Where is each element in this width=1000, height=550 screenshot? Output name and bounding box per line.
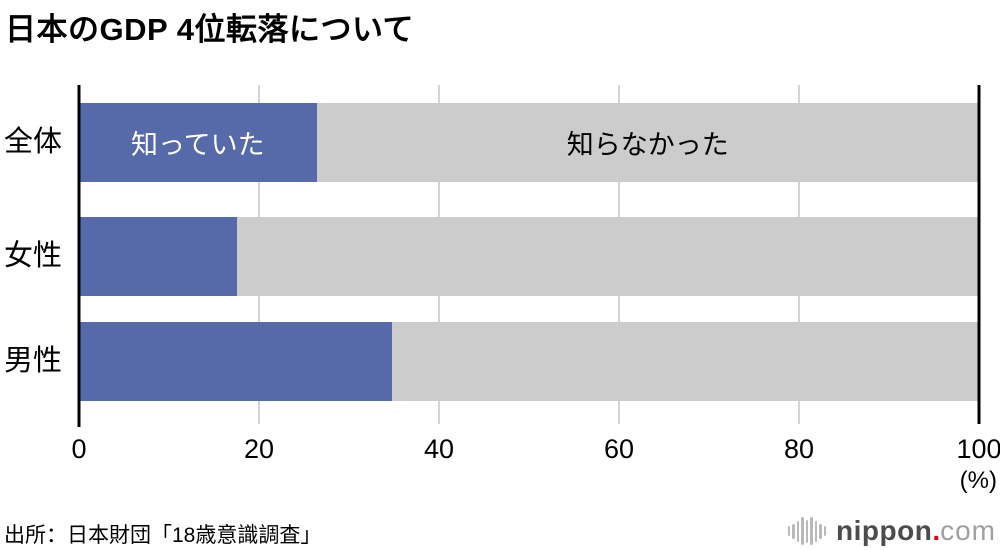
x-tick-label-100: 100 — [956, 434, 1000, 464]
series-label-knew: 知っていた — [130, 130, 265, 160]
bar-segment-knew — [79, 322, 393, 401]
x-tick-label-40: 40 — [423, 434, 455, 464]
bar-row-1: 知っていた 知らなかった — [79, 103, 979, 182]
soundwave-icon — [787, 514, 829, 548]
bar-segment-did-not-know — [237, 217, 979, 296]
nippon-logo: nippon. com — [787, 514, 996, 548]
logo-red-dot: . — [932, 515, 941, 546]
bar-segment-did-not-know — [392, 322, 979, 401]
logo-text-com: com — [940, 515, 996, 546]
axis-line-0 — [77, 85, 81, 427]
x-tick-label-0: 0 — [71, 434, 87, 464]
category-label-3: 男性 — [4, 345, 63, 377]
bar-row-3 — [79, 322, 979, 401]
x-tick-label-60: 60 — [603, 434, 635, 464]
logo-text-nippon: nippon — [836, 515, 933, 546]
bar-segment-knew: 知っていた — [79, 103, 317, 182]
series-label-did-not-know: 知らなかった — [566, 130, 729, 160]
bar-segment-did-not-know: 知らなかった — [316, 103, 979, 182]
x-axis-unit-label: (%) — [959, 467, 997, 494]
source-note: 出所：日本財団「18歳意識調査」 — [4, 524, 322, 547]
bar-row-2 — [79, 217, 979, 296]
category-label-1: 全体 — [4, 126, 63, 158]
plot-area: 知っていた 知らなかった — [77, 85, 981, 427]
category-label-2: 女性 — [4, 240, 63, 272]
bar-segment-knew — [79, 217, 238, 296]
x-tick-label-80: 80 — [783, 434, 815, 464]
axis-line-100 — [977, 85, 981, 424]
x-tick-label-20: 20 — [243, 434, 275, 464]
chart-title: 日本のGDP 4位転落について — [5, 12, 415, 47]
